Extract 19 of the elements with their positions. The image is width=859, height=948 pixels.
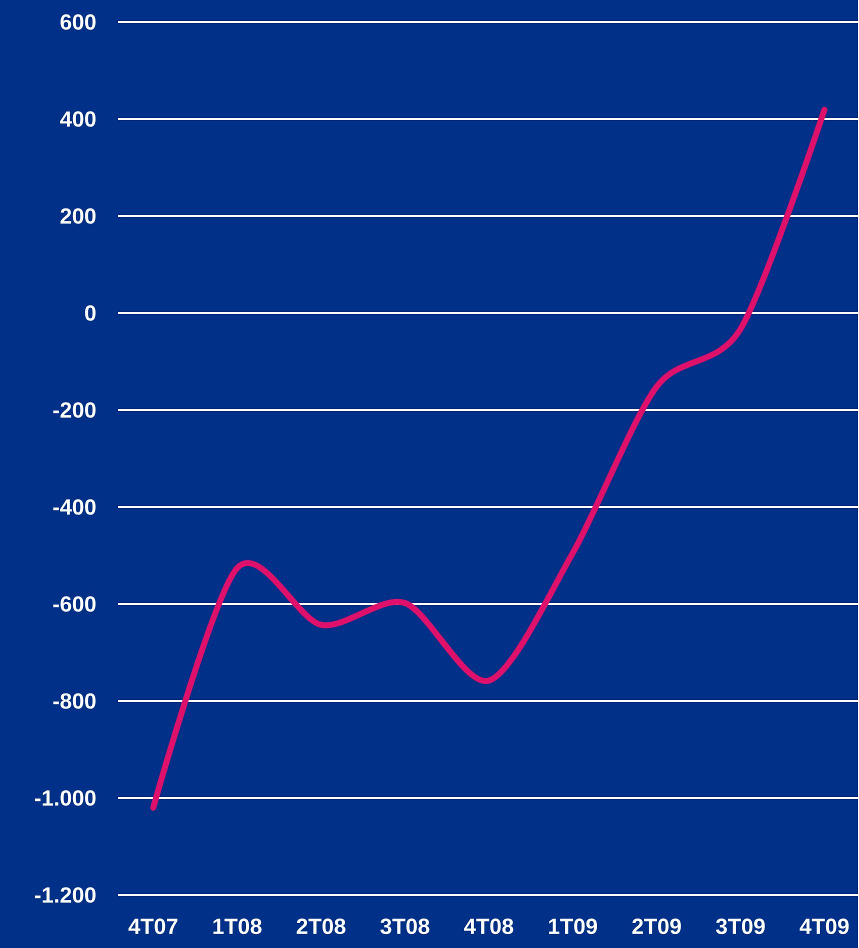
y-tick-label: -1.200 bbox=[34, 887, 96, 903]
y-tick-label: 0 bbox=[85, 305, 96, 321]
y-tick-label: -400 bbox=[53, 499, 96, 515]
y-tick-label: -600 bbox=[53, 596, 96, 612]
y-tick-label: 400 bbox=[60, 111, 96, 127]
x-tick-label: 4T08 bbox=[464, 918, 514, 934]
y-tick-label: 200 bbox=[60, 208, 96, 224]
x-tick-label: 1T08 bbox=[213, 918, 262, 934]
x-tick-label: 1T09 bbox=[549, 918, 597, 934]
x-tick-label: 3T08 bbox=[380, 918, 430, 934]
x-tick-label: 2T08 bbox=[296, 918, 346, 934]
x-tick-label: 3T09 bbox=[716, 918, 765, 934]
y-tick-label: 600 bbox=[60, 14, 96, 30]
x-tick-label: 4T07 bbox=[128, 918, 178, 934]
y-tick-label: -800 bbox=[53, 693, 96, 709]
x-tick-label: 2T09 bbox=[632, 918, 681, 934]
x-tick-label: 4T09 bbox=[800, 918, 849, 934]
y-tick-label: -200 bbox=[53, 402, 96, 418]
y-tick-label: -1.000 bbox=[34, 790, 96, 806]
